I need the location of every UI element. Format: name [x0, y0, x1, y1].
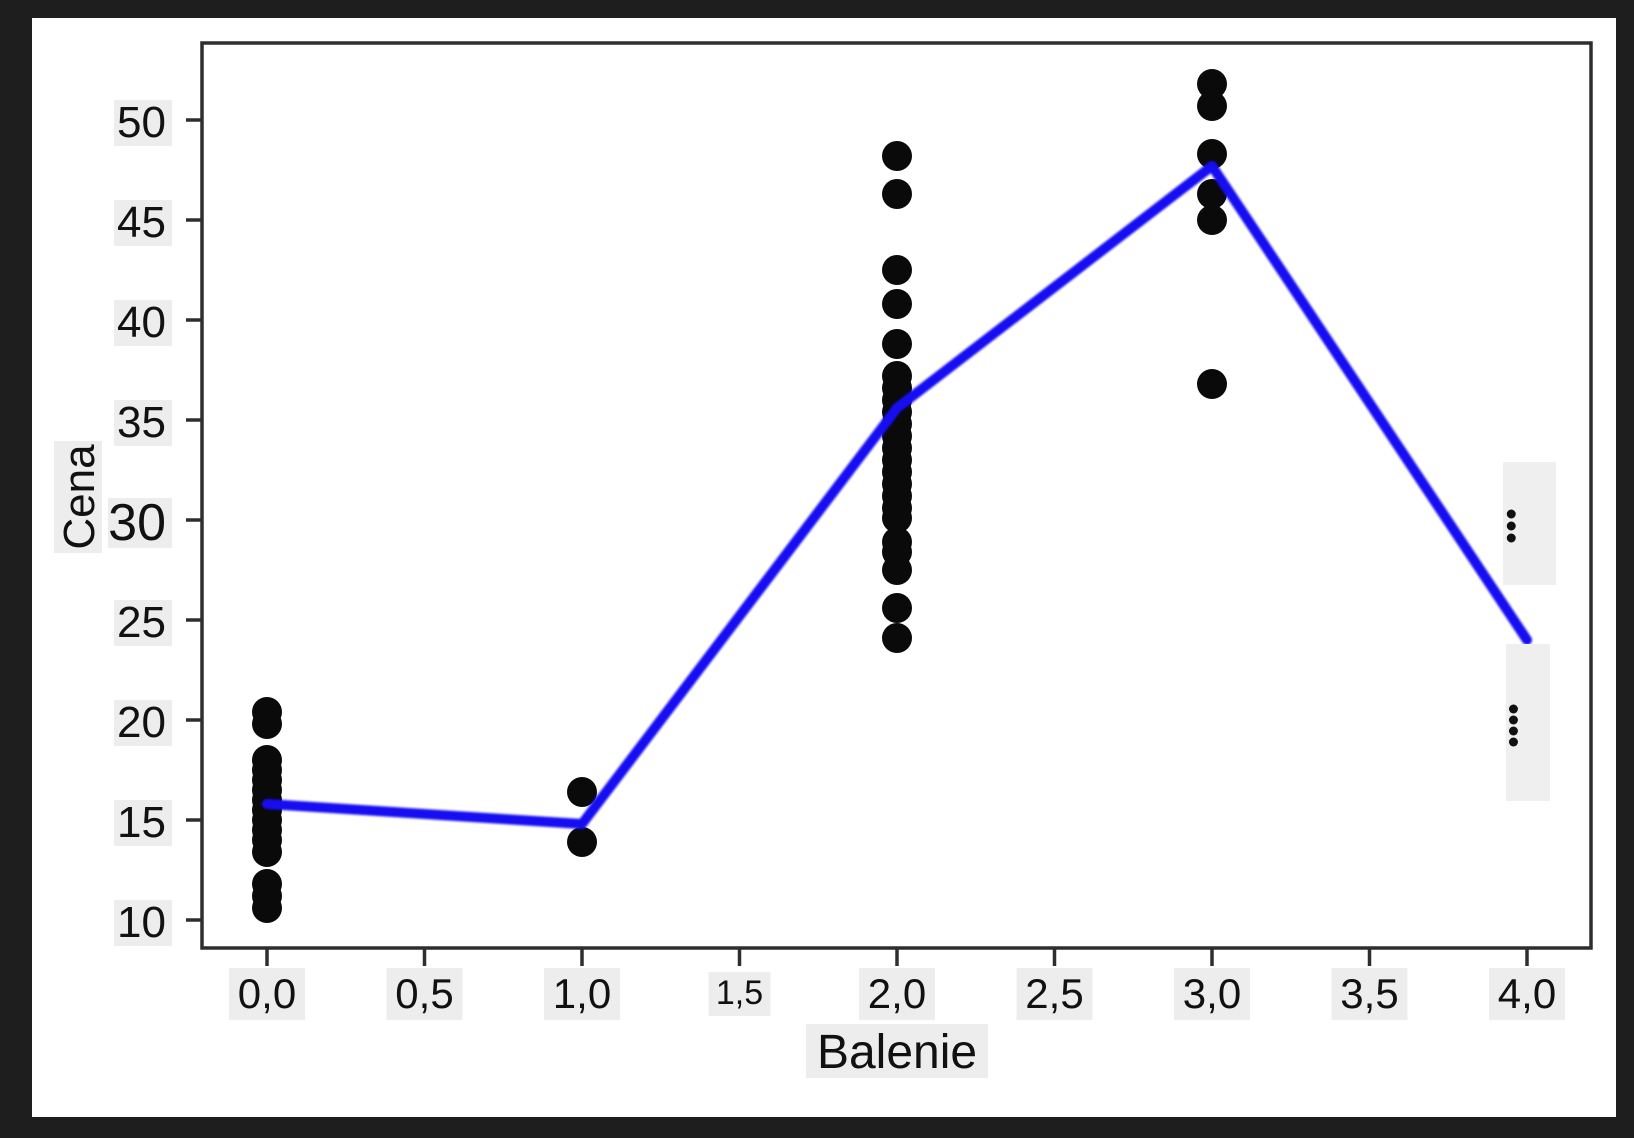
mean-line — [262, 161, 1532, 829]
y-tick-label-background — [114, 600, 172, 646]
y-tick-label-background — [114, 700, 172, 746]
y-axis-label-background — [54, 441, 102, 553]
scatter-point — [252, 893, 282, 923]
y-tick-label: 30 — [108, 494, 166, 552]
x-tick-label: 3,0 — [1183, 970, 1241, 1017]
x-axis-label: Balenie — [817, 1026, 977, 1079]
y-tick-label: 45 — [117, 198, 166, 247]
scatter-point — [1197, 369, 1227, 399]
y-tick-label: 40 — [117, 298, 166, 347]
y-tick-label-background — [114, 300, 172, 346]
x-tick-label-background — [859, 968, 935, 1020]
scatter-point — [882, 593, 912, 623]
x-tick-label: 2,5 — [1025, 970, 1083, 1017]
y-axis-label: Cena — [55, 444, 104, 550]
y-tick-label-background — [114, 100, 172, 146]
mean-line-group — [262, 161, 1532, 829]
scatter-point — [567, 827, 597, 857]
ellipsis-dot-icon — [1506, 521, 1516, 531]
scatter-point — [882, 555, 912, 585]
y-tick-label-background — [108, 498, 172, 548]
ellipsis-dot-icon — [1508, 726, 1518, 736]
x-axis-label-background — [806, 1024, 988, 1078]
y-tick-label-background — [114, 200, 172, 246]
scatter-point — [1197, 69, 1227, 99]
x-tick-label: 4,0 — [1498, 970, 1556, 1017]
scatter-point — [882, 329, 912, 359]
scatter-point — [567, 777, 597, 807]
ellipsis-dot-icon — [1508, 704, 1518, 714]
y-tick-label: 25 — [117, 598, 166, 647]
y-tick-label: 35 — [117, 398, 166, 447]
y-tick-label-background — [114, 900, 172, 946]
x-tick-label-background — [1331, 968, 1408, 1020]
y-tick-label: 15 — [117, 798, 166, 847]
scatter-point — [252, 709, 282, 739]
scatter-point — [882, 255, 912, 285]
ellipsis-dot-icon — [1508, 737, 1518, 747]
scatter-point — [1197, 179, 1227, 209]
x-tick-label: 0,0 — [238, 970, 296, 1017]
x-tick-label-background — [1174, 968, 1250, 1020]
x-tick-label-background — [1016, 968, 1093, 1020]
x-tick-label-background — [544, 968, 620, 1020]
ellipsis-dot-icon — [1508, 715, 1518, 725]
y-tick-label-background — [114, 800, 172, 846]
scatter-point — [1197, 205, 1227, 235]
y-tick-label: 10 — [117, 898, 166, 947]
redaction-overlays — [1503, 462, 1556, 801]
x-axis-label-group: Balenie — [806, 1024, 988, 1079]
x-tick-label: 1,0 — [553, 970, 611, 1017]
ellipsis-dot-icon — [1506, 533, 1516, 543]
y-axis-label-group: Cena — [54, 441, 104, 553]
x-tick-label-background — [708, 972, 771, 1016]
scatter-point — [882, 179, 912, 209]
y-axis-ticks: 10 15 20 25 30 35 40 45 50 — [108, 98, 202, 947]
x-tick-label-background — [1489, 968, 1565, 1020]
scatter-point — [1197, 139, 1227, 169]
x-axis-ticks: 0,0 0,5 1,0 1,5 2,0 2,5 3,0 3,5 4,0 — [229, 948, 1565, 1020]
scatter-point — [882, 623, 912, 653]
scatter-point — [882, 503, 912, 533]
scatter-point — [252, 837, 282, 867]
scatter-point — [1197, 91, 1227, 121]
x-tick-label-background — [229, 968, 305, 1020]
y-tick-label: 50 — [117, 98, 166, 147]
scatter-point — [882, 141, 912, 171]
x-tick-label-background — [386, 968, 463, 1020]
x-tick-label: 1,5 — [716, 974, 763, 1012]
x-tick-label: 2,0 — [868, 970, 926, 1017]
x-tick-label: 0,5 — [395, 970, 453, 1017]
scatter-point — [882, 289, 912, 319]
ellipsis-dot-icon — [1506, 509, 1516, 519]
y-tick-label-background — [114, 400, 172, 446]
x-tick-label: 3,5 — [1340, 970, 1398, 1017]
y-tick-label: 20 — [117, 698, 166, 747]
